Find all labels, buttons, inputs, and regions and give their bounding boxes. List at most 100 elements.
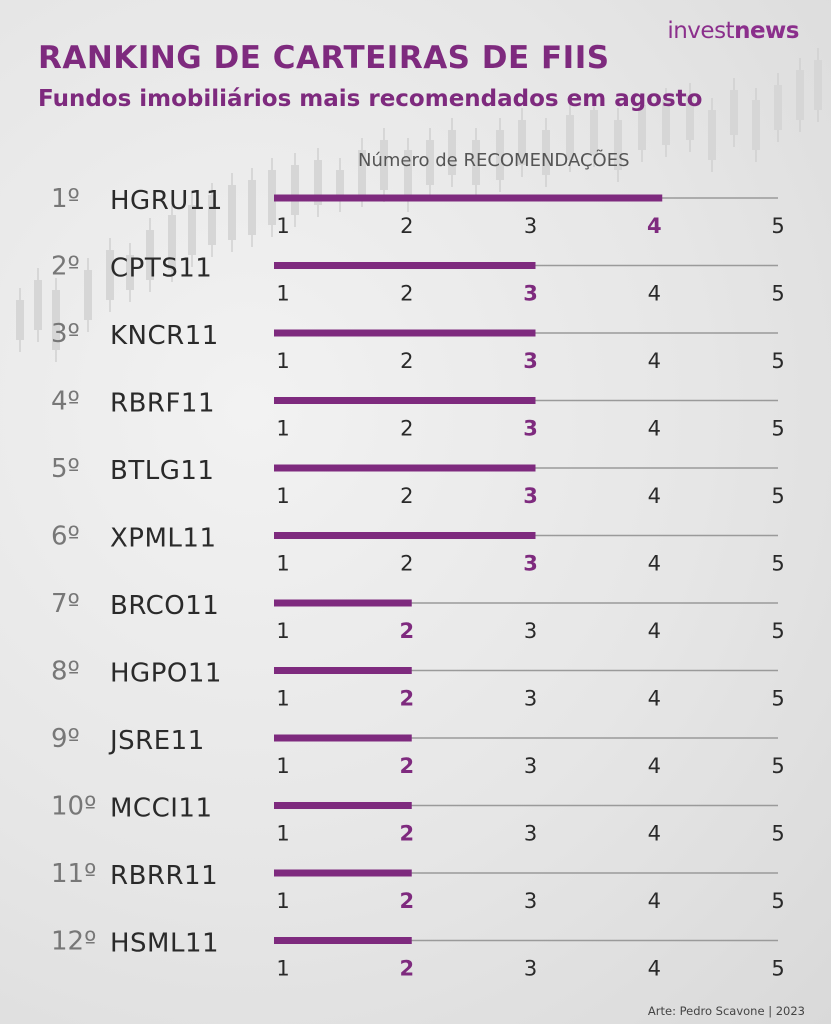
tick-label: 1: [276, 957, 289, 981]
ranking-row: 4º RBRF11 1 2 3 4 5: [51, 387, 785, 441]
decorative-candle: [208, 183, 216, 257]
decorative-candle: [52, 278, 60, 362]
tick-label: 4: [648, 484, 661, 508]
tick-label: 4: [648, 282, 661, 306]
tick-label: 4: [648, 957, 661, 981]
credit-text: Arte: Pedro Scavone | 2023: [647, 1004, 805, 1018]
tick-label: 5: [771, 619, 784, 643]
tick-label-highlight: 3: [523, 552, 538, 576]
decorative-candle: [614, 108, 622, 182]
decorative-candle: [84, 258, 92, 332]
decorative-candle: [774, 73, 782, 142]
rank-label: 12º: [51, 927, 96, 957]
ranking-row: 2º CPTS11 1 2 3 4 5: [51, 252, 785, 306]
bar-value: [274, 734, 412, 742]
fund-ticker: HSML11: [110, 929, 219, 959]
tick-label: 1: [276, 417, 289, 441]
tick-label-highlight: 3: [523, 417, 538, 441]
tick-label-highlight: 3: [523, 349, 538, 373]
tick-label-highlight: 3: [523, 484, 538, 508]
tick-label: 3: [524, 754, 537, 778]
bar-value: [274, 397, 536, 404]
tick-label: 4: [648, 619, 661, 643]
decorative-candle: [16, 288, 24, 352]
fund-ticker: CPTS11: [110, 254, 212, 284]
tick-label: 3: [524, 619, 537, 643]
bar-value: [274, 194, 663, 202]
decorative-candle: [518, 108, 526, 177]
ranking-row: 6º XPML11 1 2 3 4 5: [51, 522, 785, 576]
fund-ticker: RBRR11: [110, 861, 218, 891]
decorative-candle: [814, 48, 822, 122]
tick-label: 1: [276, 754, 289, 778]
tick-label: 1: [276, 552, 289, 576]
tick-label: 5: [771, 687, 784, 711]
ranking-row: 12º HSML11 1 2 3 4 5: [51, 927, 785, 981]
decorative-candle: [686, 83, 694, 152]
tick-label: 5: [771, 889, 784, 913]
bar-value: [274, 532, 536, 539]
ranking-row: 11º RBRR11 1 2 3 4 5: [51, 859, 785, 913]
tick-label-highlight: 4: [647, 214, 662, 238]
ranking-row: 7º BRCO11 1 2 3 4 5: [51, 589, 785, 643]
decorative-candle: [566, 103, 574, 172]
decorative-candle: [662, 88, 670, 157]
decorative-candle: [314, 148, 322, 217]
tick-label: 4: [648, 687, 661, 711]
tick-label: 5: [771, 349, 784, 373]
bar-value: [274, 667, 412, 674]
ranking-row: 1º HGRU11 1 2 3 4 5: [51, 184, 785, 238]
tick-label: 2: [400, 484, 413, 508]
rank-label: 10º: [51, 792, 96, 822]
rank-label: 4º: [51, 387, 80, 417]
axis-caption: Número de RECOMENDAÇÕES: [358, 150, 630, 171]
tick-label-highlight: 2: [399, 957, 414, 981]
decorative-candle: [796, 58, 804, 132]
tick-label: 1: [276, 484, 289, 508]
tick-label: 5: [771, 754, 784, 778]
ranking-row: 3º KNCR11 1 2 3 4 5: [51, 319, 785, 373]
tick-label-highlight: 2: [399, 687, 414, 711]
fund-ticker: XPML11: [110, 524, 217, 554]
ranking-row: 5º BTLG11 1 2 3 4 5: [51, 454, 785, 508]
rank-label: 8º: [51, 657, 80, 687]
tick-label: 4: [648, 889, 661, 913]
decorative-candle: [752, 88, 760, 162]
tick-label: 5: [771, 282, 784, 306]
rank-label: 9º: [51, 724, 80, 754]
fund-ticker: HGRU11: [110, 186, 223, 216]
rank-label: 6º: [51, 522, 80, 552]
tick-label: 4: [648, 822, 661, 846]
bar-value: [274, 599, 412, 607]
tick-label: 3: [524, 687, 537, 711]
tick-label: 2: [400, 417, 413, 441]
fund-ticker: BRCO11: [110, 591, 219, 621]
tick-label: 5: [771, 552, 784, 576]
rank-label: 11º: [51, 859, 96, 889]
tick-label: 4: [648, 417, 661, 441]
tick-label: 5: [771, 417, 784, 441]
decorative-candle: [590, 98, 598, 167]
tick-label: 5: [771, 484, 784, 508]
decorative-candle: [268, 158, 276, 237]
decorative-candle: [638, 93, 646, 162]
tick-label: 1: [276, 889, 289, 913]
decorative-candle: [426, 128, 434, 197]
ranking-row: 9º JSRE11 1 2 3 4 5: [51, 724, 785, 778]
page-title: RANKING DE CARTEIRAS DE FIIS: [38, 40, 610, 76]
tick-label: 2: [400, 349, 413, 373]
decorative-candle: [126, 243, 134, 302]
tick-label: 2: [400, 282, 413, 306]
tick-label: 3: [524, 889, 537, 913]
bar-value: [274, 329, 536, 337]
rank-label: 2º: [51, 252, 80, 282]
tick-label: 2: [400, 214, 413, 238]
tick-label: 4: [648, 349, 661, 373]
decorative-candle: [448, 118, 456, 187]
tick-label: 3: [524, 822, 537, 846]
tick-label: 1: [276, 619, 289, 643]
tick-label: 1: [276, 822, 289, 846]
rank-label: 7º: [51, 589, 80, 619]
tick-label: 1: [276, 282, 289, 306]
